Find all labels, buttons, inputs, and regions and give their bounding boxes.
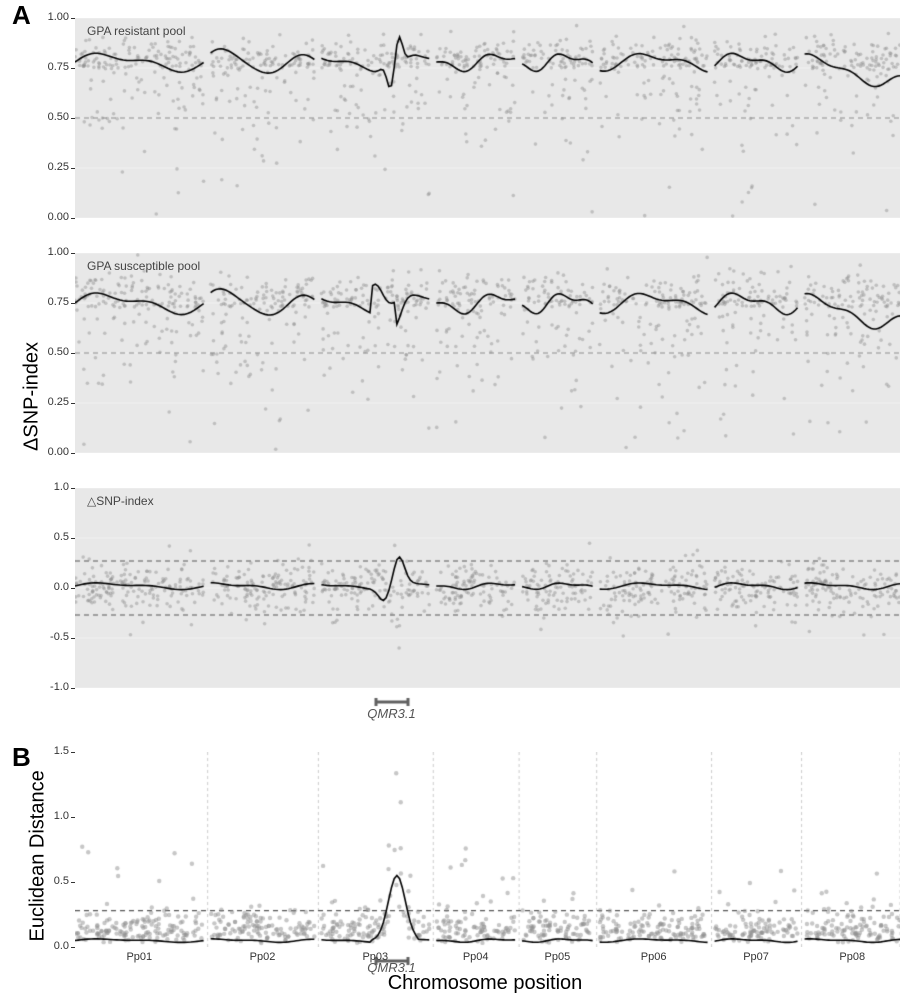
y-tick-label: 0.5 <box>37 531 69 543</box>
subplot-title-3: △SNP-index <box>87 494 154 508</box>
panel-a-label: A <box>12 0 31 31</box>
y-tick-mark <box>71 817 75 818</box>
subplot-title-2: GPA susceptible pool <box>87 259 200 273</box>
y-tick-mark <box>71 118 75 119</box>
y-tick-mark <box>71 752 75 753</box>
y-tick-label: 0.25 <box>37 161 69 173</box>
chromosome-label: Pp06 <box>634 951 674 963</box>
panel-b-euclidean-plot <box>75 752 900 947</box>
y-tick-label: 0.0 <box>37 940 69 952</box>
y-tick-label: 1.5 <box>37 745 69 757</box>
y-tick-mark <box>71 688 75 689</box>
y-tick-label: 1.00 <box>37 11 69 23</box>
y-tick-label: 1.00 <box>37 246 69 258</box>
y-tick-label: 1.0 <box>37 481 69 493</box>
qtl-label-a: QMR3.1 <box>362 706 422 721</box>
y-tick-mark <box>71 947 75 948</box>
chromosome-label: Pp03 <box>355 951 395 963</box>
y-tick-label: 0.00 <box>37 446 69 458</box>
chromosome-label: Pp04 <box>456 951 496 963</box>
panel-a-delta-snp-plot <box>75 488 900 688</box>
y-tick-mark <box>71 538 75 539</box>
y-tick-label: 0.75 <box>37 61 69 73</box>
y-tick-mark <box>71 18 75 19</box>
subplot-title-1: GPA resistant pool <box>87 24 186 38</box>
chromosome-label: Pp01 <box>119 951 159 963</box>
y-tick-label: 0.50 <box>37 346 69 358</box>
figure-container: A B ΔSNP-index Euclidean Distance Chromo… <box>0 0 921 1000</box>
y-tick-mark <box>71 403 75 404</box>
y-tick-mark <box>71 488 75 489</box>
y-tick-label: -0.5 <box>37 631 69 643</box>
y-tick-mark <box>71 353 75 354</box>
y-tick-mark <box>71 882 75 883</box>
chromosome-label: Pp07 <box>736 951 776 963</box>
y-tick-mark <box>71 218 75 219</box>
x-axis-label: Chromosome position <box>360 972 610 995</box>
y-tick-mark <box>71 168 75 169</box>
y-tick-label: 0.00 <box>37 211 69 223</box>
y-tick-label: -1.0 <box>37 681 69 693</box>
y-tick-label: 0.25 <box>37 396 69 408</box>
y-tick-label: 0.50 <box>37 111 69 123</box>
y-tick-mark <box>71 638 75 639</box>
y-tick-mark <box>71 68 75 69</box>
y-tick-label: 0.5 <box>37 875 69 887</box>
y-tick-mark <box>71 253 75 254</box>
y-tick-label: 1.0 <box>37 810 69 822</box>
chromosome-label: Pp02 <box>243 951 283 963</box>
panel-a-resistant-pool-plot <box>75 18 900 218</box>
y-tick-label: 0.75 <box>37 296 69 308</box>
y-tick-mark <box>71 453 75 454</box>
panel-b-label: B <box>12 742 31 773</box>
y-tick-mark <box>71 588 75 589</box>
chromosome-label: Pp05 <box>537 951 577 963</box>
y-tick-label: 0.0 <box>37 581 69 593</box>
y-tick-mark <box>71 303 75 304</box>
panel-a-susceptible-pool-plot <box>75 253 900 453</box>
y-axis-label-b: Euclidean Distance <box>27 782 50 942</box>
chromosome-label: Pp08 <box>832 951 872 963</box>
